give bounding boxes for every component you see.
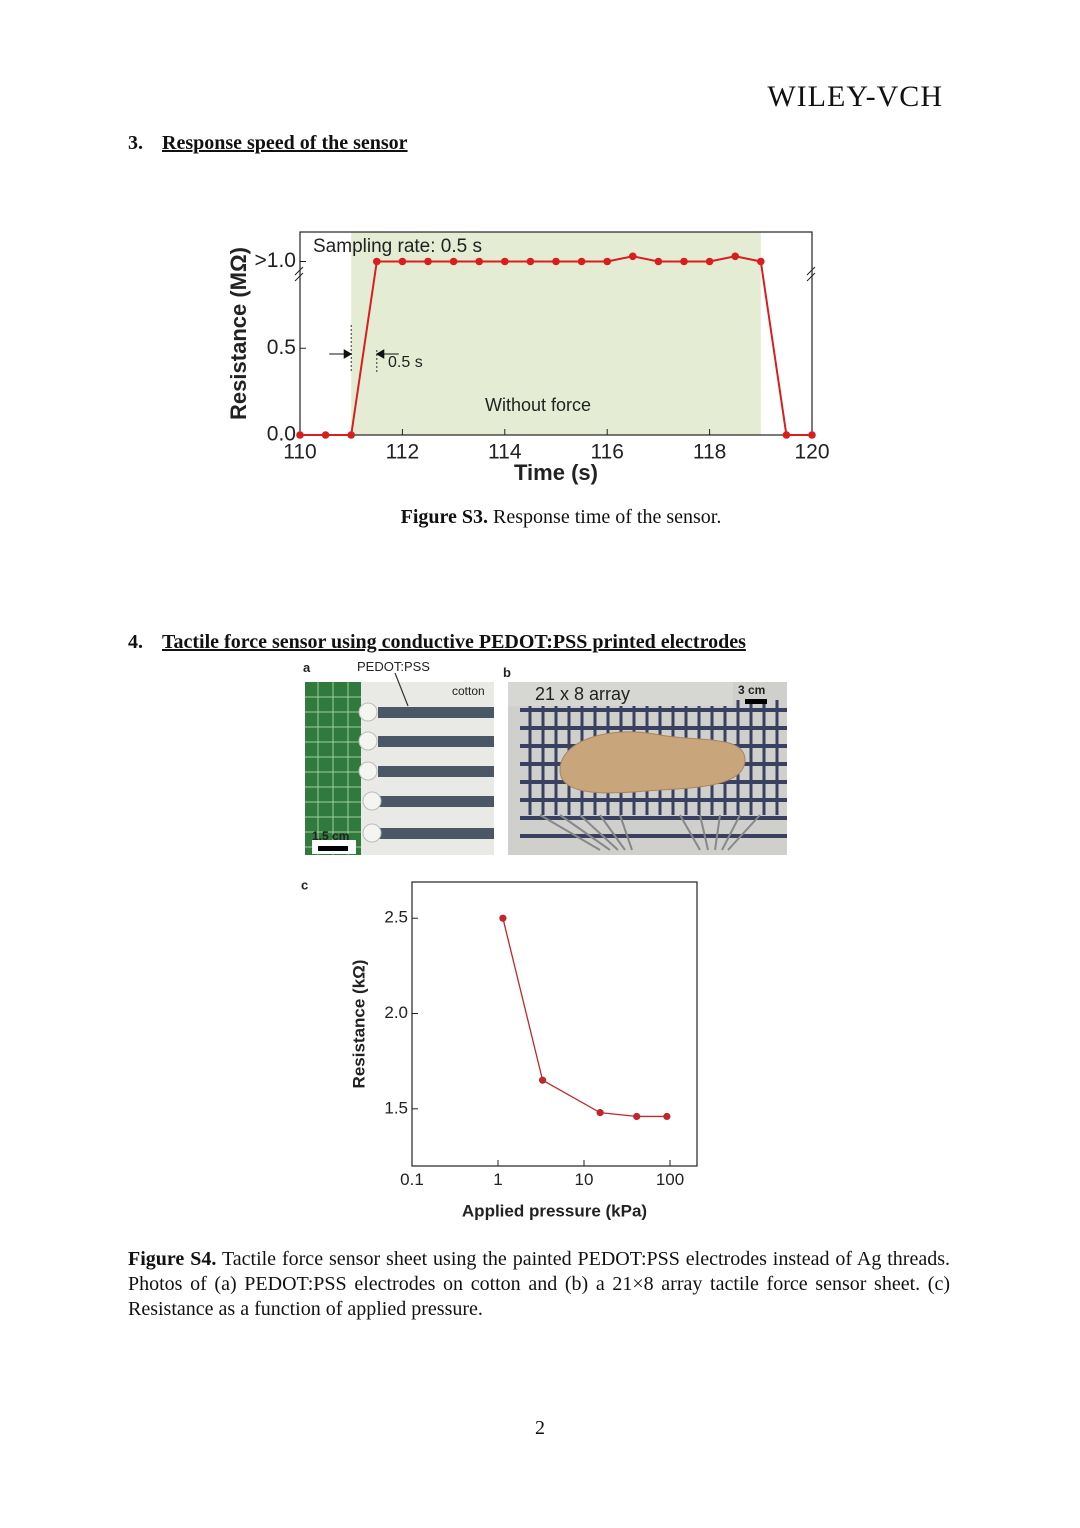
electrode <box>378 736 494 747</box>
electrode <box>378 707 494 718</box>
x-axis-label: Time (s) <box>514 460 598 485</box>
x-tick-label: 118 <box>693 440 726 463</box>
data-point <box>296 431 304 439</box>
electrode <box>378 766 494 777</box>
caption-text: Tactile force sensor sheet using the pai… <box>128 1248 951 1320</box>
data-point <box>347 431 356 439</box>
x-tick-label: 0.1 <box>400 1170 424 1189</box>
data-point <box>424 257 432 266</box>
plot-frame <box>299 231 813 436</box>
page-number: 2 <box>535 1417 545 1439</box>
data-point <box>538 1076 547 1084</box>
connector <box>362 823 382 843</box>
highlight-region <box>351 232 761 435</box>
plot-frame <box>411 881 698 1167</box>
publisher-logo: WILEY-VCH <box>767 80 943 113</box>
data-point <box>654 257 663 266</box>
data-point <box>596 1109 604 1117</box>
annotation: 0.5 s <box>388 354 423 371</box>
photo-a: a PEDOT:PSS cotton 1.5 cm <box>303 659 494 855</box>
photo-label: 21 x 8 array <box>535 684 630 704</box>
figure-caption: Figure S3. Response time of the sensor. <box>401 506 722 528</box>
data-point <box>501 257 509 266</box>
chart: 0.1 1 10 100 1.5 2.0 2.5 Applied pressure (kPa)… <box>301 877 698 1220</box>
section-number: 3. <box>128 132 143 154</box>
electrodes <box>378 707 494 839</box>
scale-bar <box>318 846 348 851</box>
y-tick-label: 0.0 <box>267 423 296 446</box>
data-point <box>577 257 586 266</box>
photo-label: PEDOT:PSS <box>357 659 430 674</box>
axis-break <box>294 266 816 282</box>
caption-text: Response time of the sensor. <box>493 506 721 528</box>
connector <box>358 702 378 722</box>
photo-label: cotton <box>452 684 485 698</box>
data-point <box>633 1112 641 1121</box>
data-point <box>321 431 330 439</box>
insole <box>559 731 746 794</box>
x-axis-label: Applied pressure (kPa) <box>462 1201 647 1220</box>
data-point <box>499 914 507 922</box>
x-tick-label: 110 <box>283 440 316 463</box>
annotation: Sampling rate: 0.5 s <box>313 236 482 257</box>
data-point <box>398 257 407 266</box>
y-axis-label: Resistance (MΩ) <box>226 247 251 420</box>
panel-label: b <box>503 665 511 680</box>
data-point <box>757 257 765 266</box>
photo-b: b 21 x 8 array 3 cm <box>503 665 787 855</box>
x-tick-label: 116 <box>590 440 623 463</box>
connector <box>358 761 378 781</box>
data-point <box>705 257 714 266</box>
pointer-line <box>394 672 409 707</box>
x-tick-label: 112 <box>386 440 419 463</box>
connector <box>362 791 382 811</box>
x-tick-label: 120 <box>794 440 829 463</box>
data-point <box>731 252 739 261</box>
y-tick-label: 2.5 <box>384 908 408 927</box>
x-tick-label: 114 <box>488 440 522 463</box>
electrode <box>378 796 494 807</box>
data-line <box>502 918 667 1118</box>
data-point <box>680 257 688 266</box>
scale-label: 3 cm <box>738 683 765 697</box>
data-point <box>449 257 458 266</box>
y-tick-label: 0.5 <box>267 336 296 359</box>
y-tick-label: 2.0 <box>384 1003 408 1022</box>
label-bg <box>508 682 733 706</box>
connector <box>358 731 378 751</box>
panel-label: c <box>301 877 308 892</box>
electrode <box>378 828 494 839</box>
scale-label: 1.5 cm <box>312 829 349 843</box>
data-point <box>808 431 816 439</box>
x-tick-label: 100 <box>656 1170 684 1189</box>
y-tick-label: >1.0 <box>255 249 296 272</box>
data-point <box>373 257 381 266</box>
annotation: Without force <box>485 395 591 415</box>
data-point <box>603 257 611 266</box>
figure-label: Figure S4. <box>128 1248 217 1270</box>
data-point <box>663 1112 671 1121</box>
data-point <box>552 257 560 266</box>
data-point <box>526 257 535 266</box>
chart: 110 112 114 116 118 120 0.0 0.5 >1.0 Time (s) Resi… <box>226 231 830 485</box>
data-point <box>782 431 791 439</box>
section-title: Tactile force sensor using conductive PE… <box>162 631 746 653</box>
figure-caption: Figure S4. Tactile force sensor sheet us… <box>128 1247 950 1322</box>
section-number: 4. <box>128 631 143 653</box>
x-tick-label: 1 <box>493 1170 502 1189</box>
x-tick-label: 10 <box>575 1170 594 1189</box>
y-tick-label: 1.5 <box>384 1098 408 1117</box>
wires <box>539 814 761 851</box>
panel-label: a <box>303 660 311 675</box>
connectors <box>358 702 382 843</box>
response-arrows <box>329 349 399 359</box>
figure-label: Figure S3. <box>401 506 488 528</box>
y-axis-label: Resistance (kΩ) <box>349 960 368 1089</box>
scale-bar <box>745 699 767 704</box>
section-title: Response speed of the sensor <box>162 132 408 154</box>
data-point <box>475 257 484 266</box>
data-point <box>629 252 637 261</box>
